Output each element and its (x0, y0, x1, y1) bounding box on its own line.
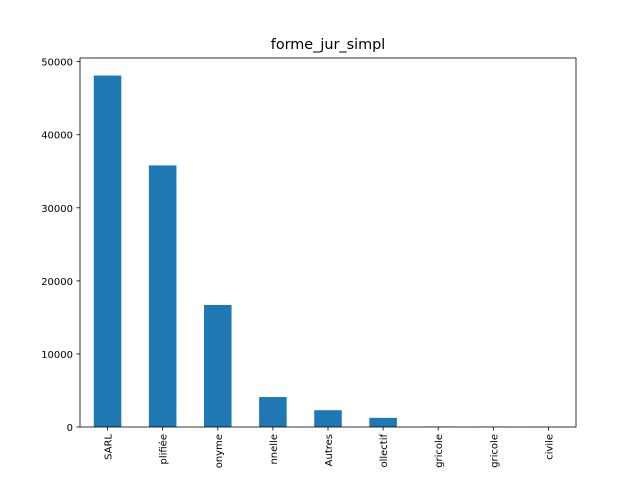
x-tick-label: ollectif (379, 434, 390, 468)
y-tick-label: 20000 (41, 277, 73, 288)
y-tick-label: 30000 (41, 204, 73, 215)
bar-5 (369, 417, 397, 427)
x-tick-label: civile (544, 434, 555, 460)
y-axis: 0 10000 20000 30000 40000 50000 (41, 58, 80, 434)
bar-1 (148, 165, 177, 428)
bar-0 (93, 75, 122, 428)
y-tick-label: 50000 (41, 58, 73, 69)
chart-title: forme_jur_simpl (271, 37, 385, 53)
plot-frame (79, 57, 577, 428)
x-tick-label: Autres (324, 434, 335, 466)
bar-2 (204, 304, 232, 427)
x-axis: SARL plifiée onyme nnelle Autres ollectif gric… (104, 427, 555, 468)
x-tick-label: nnelle (269, 434, 280, 465)
x-tick-label: onyme (214, 434, 225, 468)
x-tick-label: plifiée (158, 434, 170, 465)
y-tick-label: 10000 (41, 350, 73, 361)
x-tick-label: SARL (104, 434, 115, 460)
y-tick-label: 0 (67, 423, 73, 434)
y-tick-label: 40000 (41, 131, 73, 142)
bar-3 (259, 397, 287, 427)
x-tick-label: gricole (434, 434, 445, 468)
x-tick-label: gricole (489, 434, 500, 468)
bar-4 (314, 410, 342, 427)
bars-group (93, 75, 563, 428)
